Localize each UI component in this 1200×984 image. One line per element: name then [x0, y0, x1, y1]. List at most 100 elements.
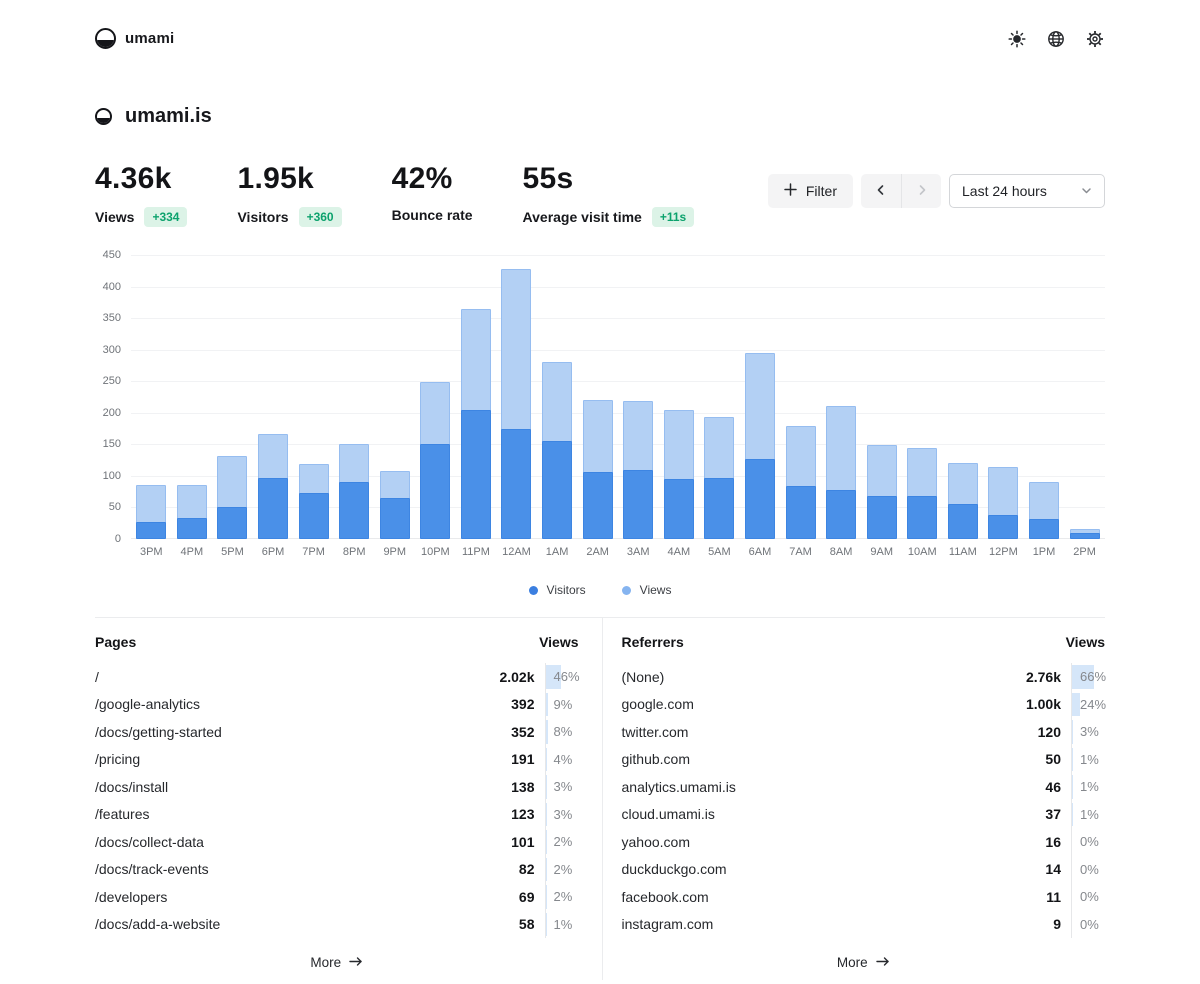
row-value: 11: [1046, 888, 1061, 905]
x-tick-label: 12PM: [989, 546, 1018, 558]
visitors-bar: [176, 518, 207, 539]
brand[interactable]: umami: [95, 28, 174, 49]
x-tick-label: 3AM: [626, 546, 650, 558]
date-range-select[interactable]: Last 24 hours: [949, 174, 1105, 208]
percent-fill-bar: [545, 720, 549, 744]
chevron-down-icon: [1081, 183, 1092, 199]
table-rows: (None) 2.76k 66% google.com 1.00k 24% twitter.…: [622, 663, 1106, 938]
bar-slot-3am: [618, 255, 659, 539]
table-row[interactable]: cloud.umami.is 37 1%: [622, 800, 1106, 828]
table-row[interactable]: / 2.02k 46%: [95, 663, 580, 691]
bar-slot-10pm: [415, 255, 456, 539]
site-header: umami.is: [95, 105, 1105, 128]
table-row[interactable]: duckduckgo.com 14 0%: [621, 855, 1106, 883]
filter-button[interactable]: Filter: [767, 174, 853, 208]
table-row[interactable]: google.com 1.00k 24%: [622, 690, 1106, 718]
views-dot-icon: [621, 585, 631, 595]
bar-slot-6am: [740, 255, 781, 539]
table-value-header: Views: [539, 634, 579, 650]
gridline: [131, 444, 1105, 446]
row-percent: 24%: [1071, 690, 1106, 718]
pages-more-link[interactable]: More: [310, 955, 363, 970]
row-percent: 1%: [1071, 800, 1105, 828]
bar-slot-2am: [577, 255, 618, 539]
visitors-bar: [785, 486, 816, 539]
table-row[interactable]: github.com 50 1%: [622, 745, 1106, 773]
visitors-bar: [623, 470, 654, 539]
more-row: More: [622, 955, 1106, 980]
visitors-bar: [217, 506, 248, 539]
table-row[interactable]: /docs/track-events 82 2%: [95, 855, 579, 883]
table-row[interactable]: (None) 2.76k 66%: [622, 663, 1106, 691]
table-row[interactable]: /pricing 191 4%: [95, 745, 579, 773]
brand-name: umami: [125, 30, 175, 47]
row-label: /docs/getting-started: [95, 723, 222, 740]
row-value: 9: [1053, 916, 1061, 933]
metrics-tables: Pages Views / 2.02k 46% /google-analytics 39…: [95, 617, 1106, 980]
language-button[interactable]: [1046, 29, 1066, 49]
row-percent: 2%: [544, 855, 579, 883]
table-row[interactable]: /docs/getting-started 352 8%: [95, 718, 579, 746]
row-label: duckduckgo.com: [621, 861, 727, 878]
row-label: /docs/install: [95, 778, 169, 795]
row-value: 392: [511, 696, 535, 713]
row-percent: 66%: [1071, 663, 1106, 691]
row-label: /docs/add-a-website: [95, 916, 221, 933]
row-label: /google-analytics: [95, 696, 201, 713]
legend-item-visitors[interactable]: Visitors: [528, 583, 586, 597]
visitors-bar: [988, 515, 1019, 539]
y-tick-label: 400: [102, 280, 121, 293]
visitors-bar: [542, 441, 573, 539]
gridline: [131, 538, 1105, 539]
settings-button[interactable]: [1085, 29, 1105, 49]
table-value-header: Views: [1065, 634, 1105, 650]
x-tick-label: 8PM: [342, 546, 366, 558]
legend-item-views[interactable]: Views: [621, 583, 671, 597]
percent-text: 9%: [553, 696, 573, 712]
table-row[interactable]: facebook.com 11 0%: [622, 883, 1106, 911]
referrers-more-link[interactable]: More: [837, 955, 890, 970]
table-row[interactable]: analytics.umami.is 46 1%: [622, 773, 1106, 801]
x-tick-label: 2PM: [1073, 546, 1096, 558]
percent-text: 1%: [1080, 806, 1099, 822]
percent-text: 1%: [553, 916, 573, 932]
metric-bounce-rate: 42% Bounce rate: [392, 162, 473, 227]
table-row[interactable]: yahoo.com 16 0%: [622, 828, 1106, 856]
next-period-button[interactable]: [901, 174, 941, 208]
chart-plot: [131, 255, 1105, 539]
bar-slot-7pm: [293, 255, 334, 539]
x-tick-label: 10AM: [907, 546, 937, 558]
filter-button-label: Filter: [805, 183, 837, 199]
table-row[interactable]: /docs/collect-data 101 2%: [95, 828, 579, 856]
metric-average-visit-time: 55s Average visit time +11s: [523, 162, 695, 227]
table-row[interactable]: twitter.com 120 3%: [622, 718, 1106, 746]
table-row[interactable]: /docs/install 138 3%: [95, 773, 579, 801]
percent-text: 0%: [1080, 861, 1099, 877]
theme-toggle-button[interactable]: [1007, 29, 1027, 49]
chart-controls: Filter: [767, 162, 1105, 208]
table-row[interactable]: /google-analytics 392 9%: [95, 690, 579, 718]
percent-text: 0%: [1080, 916, 1099, 932]
visitors-bar: [379, 497, 410, 539]
table-row[interactable]: /docs/add-a-website 58 1%: [95, 910, 579, 938]
chevron-left-icon: [875, 184, 887, 199]
prev-period-button[interactable]: [861, 174, 901, 208]
date-nav-group: [861, 174, 941, 208]
row-percent: 0%: [1071, 910, 1105, 938]
chart-legend: Visitors Views: [95, 583, 1105, 597]
pages-table: Pages Views / 2.02k 46% /google-analytics 39…: [95, 618, 603, 980]
table-row[interactable]: /features 123 3%: [95, 800, 579, 828]
table-row[interactable]: instagram.com 9 0%: [622, 910, 1106, 938]
percent-text: 8%: [553, 724, 573, 740]
row-value: 123: [511, 806, 535, 823]
top-icons: [1007, 29, 1105, 49]
chart-bars: [131, 255, 1105, 539]
date-range-value: Last 24 hours: [962, 183, 1047, 199]
visitors-bar: [704, 477, 735, 539]
visitors-bar: [1069, 532, 1100, 539]
site-name: umami.is: [125, 105, 212, 127]
table-row[interactable]: /developers 69 2%: [95, 883, 579, 911]
y-tick-label: 300: [102, 343, 121, 356]
visitors-bar: [744, 458, 775, 539]
visitors-bar: [866, 496, 897, 539]
